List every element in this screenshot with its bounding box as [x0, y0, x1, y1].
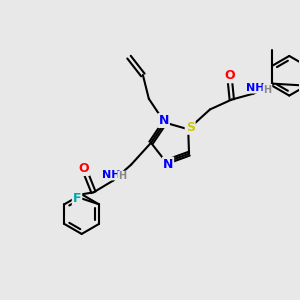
Text: H: H: [263, 85, 272, 94]
Text: F: F: [73, 192, 81, 205]
Text: NH: NH: [246, 83, 265, 93]
Text: N: N: [163, 158, 173, 171]
Text: S: S: [186, 121, 195, 134]
Text: O: O: [78, 162, 89, 175]
Text: N: N: [158, 114, 169, 127]
Text: NH: NH: [102, 169, 121, 179]
Text: O: O: [224, 69, 235, 82]
Text: H: H: [118, 172, 126, 182]
